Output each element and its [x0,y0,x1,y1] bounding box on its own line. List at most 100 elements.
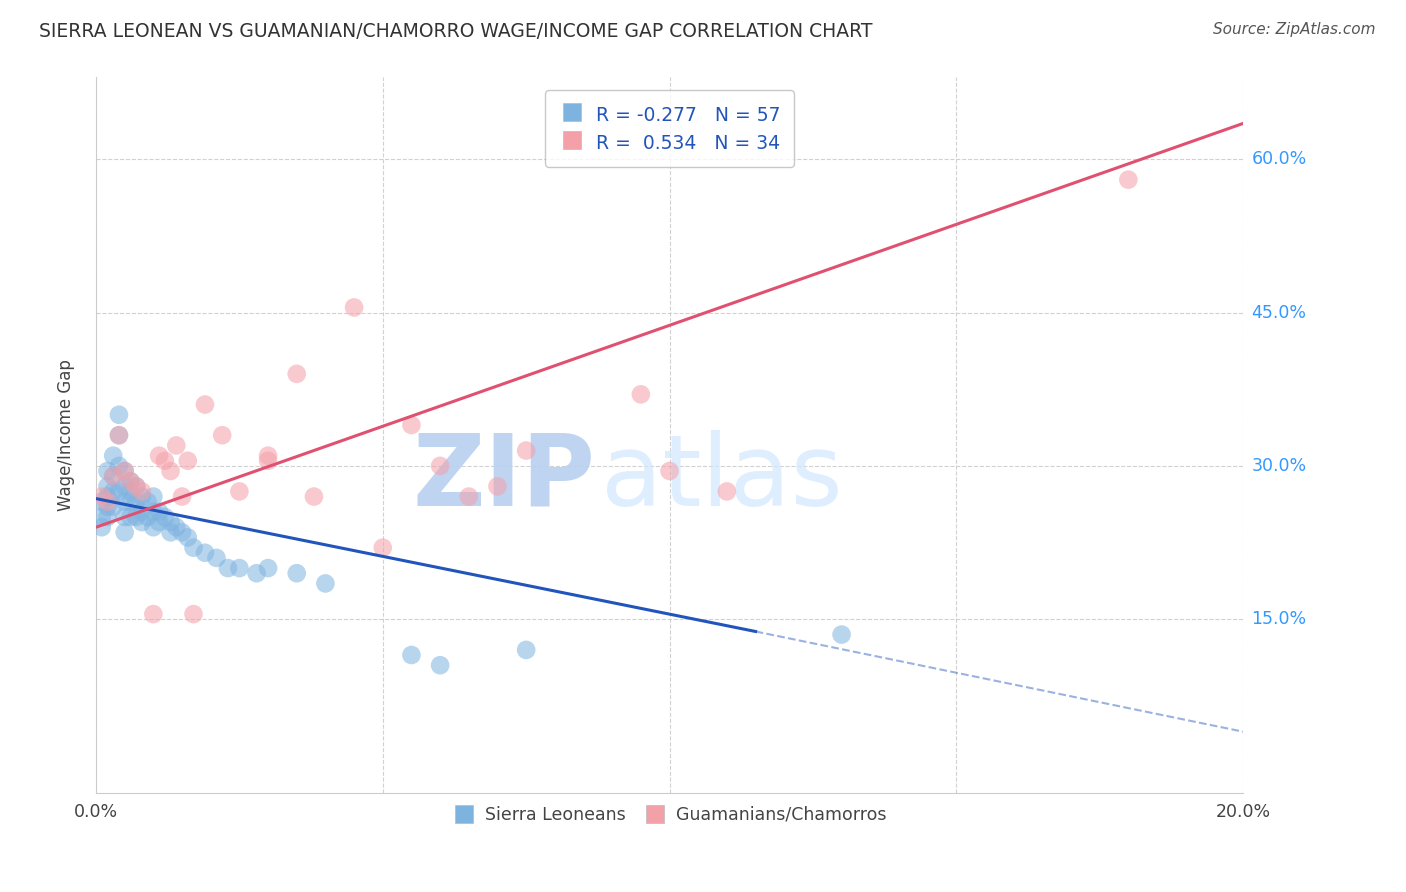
Point [90,494,112,508]
Point [108,428,131,442]
Point [658,464,681,478]
Point [205,550,228,565]
Text: 15.0%: 15.0% [1251,610,1306,628]
Point [108,458,131,473]
Point [96,464,118,478]
Text: 45.0%: 45.0% [1251,303,1306,321]
Point [401,417,423,432]
Point [170,525,193,540]
Point [136,510,159,524]
Point [125,510,148,524]
Point [153,454,176,468]
Point [1118,172,1140,186]
Point [257,561,280,575]
Point [159,515,181,529]
Legend: Sierra Leoneans, Guamanians/Chamorros: Sierra Leoneans, Guamanians/Chamorros [441,796,897,834]
Point [103,500,125,514]
Point [108,484,131,499]
Point [153,510,176,524]
Point [165,520,187,534]
Point [343,301,366,315]
Text: atlas: atlas [600,430,842,526]
Text: 60.0%: 60.0% [1251,150,1306,169]
Point [103,484,125,499]
Point [401,648,423,662]
Point [228,561,250,575]
Point [183,607,205,621]
Text: Source: ZipAtlas.com: Source: ZipAtlas.com [1212,22,1375,37]
Point [131,490,153,504]
Point [103,449,125,463]
Text: ZIP: ZIP [412,430,595,526]
Text: SIERRA LEONEAN VS GUAMANIAN/CHAMORRO WAGE/INCOME GAP CORRELATION CHART: SIERRA LEONEAN VS GUAMANIAN/CHAMORRO WAG… [39,22,873,41]
Point [257,454,280,468]
Point [194,398,217,412]
Point [114,494,136,508]
Point [131,505,153,519]
Point [183,541,205,555]
Point [228,484,250,499]
Point [96,479,118,493]
Point [211,428,233,442]
Point [194,546,217,560]
Point [457,490,479,504]
Point [120,474,142,488]
Point [142,505,165,519]
Point [170,490,193,504]
Point [114,464,136,478]
Point [131,515,153,529]
Point [429,458,451,473]
Point [108,408,131,422]
Point [96,490,118,504]
Point [142,520,165,534]
Point [114,525,136,540]
Point [159,464,181,478]
Point [108,428,131,442]
Point [246,566,269,581]
Point [136,494,159,508]
Point [114,464,136,478]
Point [165,438,187,452]
Point [148,515,170,529]
Point [120,494,142,508]
Point [103,469,125,483]
Point [96,500,118,514]
Point [716,484,738,499]
Point [142,490,165,504]
Point [114,510,136,524]
Point [515,443,537,458]
Point [90,490,112,504]
Point [285,367,308,381]
Point [125,479,148,493]
Point [90,520,112,534]
Point [515,643,537,657]
Point [630,387,652,401]
Point [429,658,451,673]
Point [131,484,153,499]
Point [148,449,170,463]
Point [159,525,181,540]
Point [120,484,142,499]
Point [371,541,394,555]
Point [486,479,509,493]
Point [142,607,165,621]
Point [217,561,239,575]
Point [302,490,325,504]
Point [120,510,142,524]
Point [96,510,118,524]
Point [177,454,200,468]
Point [285,566,308,581]
Point [114,479,136,493]
Point [125,479,148,493]
Point [314,576,336,591]
Y-axis label: Wage/Income Gap: Wage/Income Gap [58,359,75,511]
Point [257,449,280,463]
Point [120,474,142,488]
Text: 30.0%: 30.0% [1251,457,1306,475]
Point [177,531,200,545]
Point [90,510,112,524]
Point [125,494,148,508]
Point [103,469,125,483]
Point [96,494,118,508]
Point [148,505,170,519]
